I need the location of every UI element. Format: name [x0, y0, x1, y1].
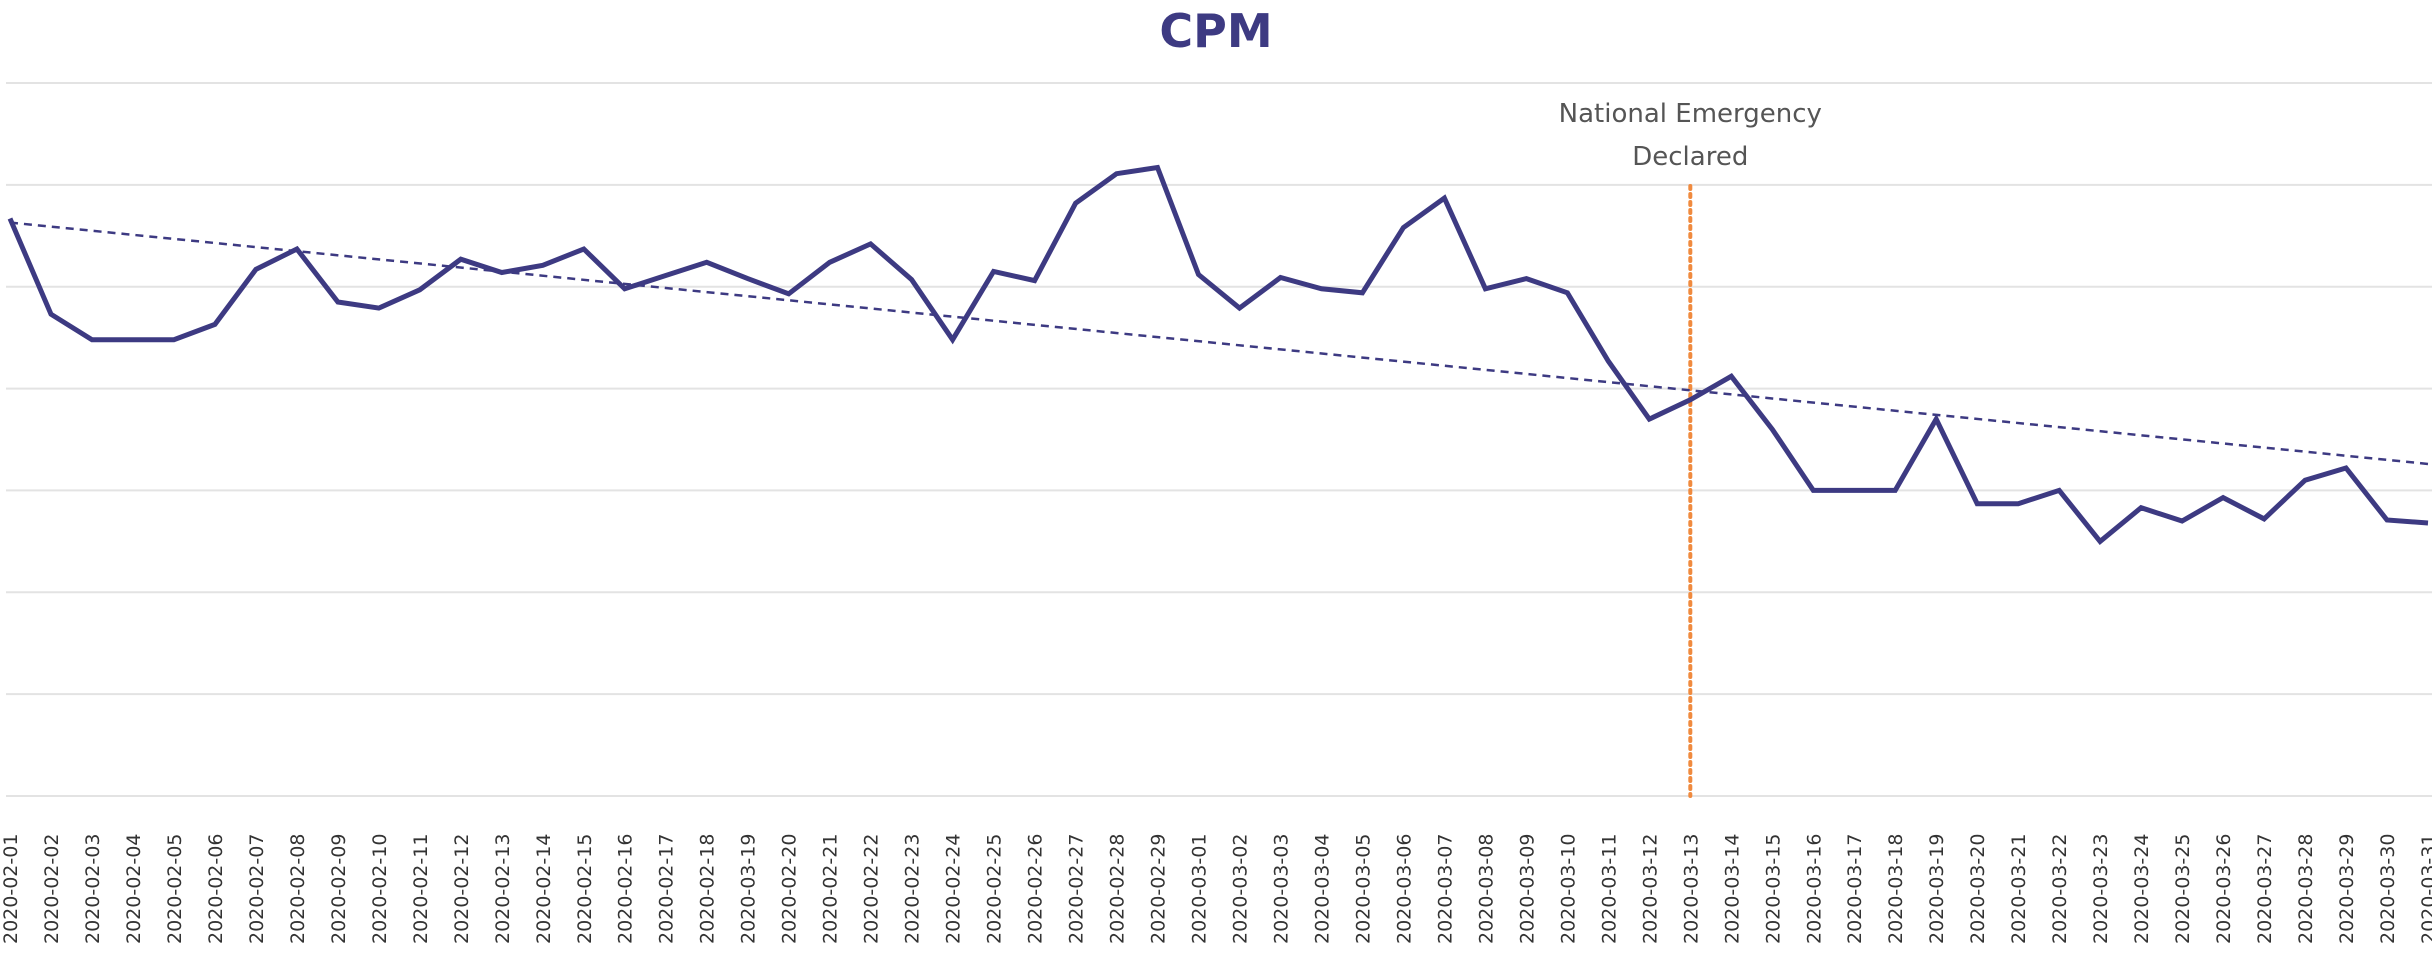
x-tick-label: 2020-03-14 [1721, 834, 1743, 944]
x-tick-label: 2020-03-01 [1189, 834, 1211, 944]
x-tick-label: 2020-02-23 [902, 834, 924, 944]
x-tick-label: 2020-03-08 [1475, 834, 1497, 944]
x-tick-label: 2020-03-20 [1967, 834, 1989, 944]
x-tick-label: 2020-02-28 [1107, 834, 1129, 944]
annotation-label-line2: Declared [1632, 142, 1748, 172]
x-tick-label: 2020-02-26 [1025, 834, 1047, 944]
x-tick-label: 2020-03-21 [2008, 834, 2030, 944]
x-tick-label: 2020-02-12 [451, 834, 473, 944]
x-tick-label: 2020-02-15 [574, 834, 596, 944]
x-tick-label: 2020-02-04 [123, 834, 145, 944]
x-tick-label: 2020-03-26 [2213, 834, 2235, 944]
x-tick-label: 2020-02-17 [656, 834, 678, 944]
x-tick-label: 2020-02-09 [328, 834, 350, 944]
x-tick-label: 2020-03-02 [1229, 834, 1251, 944]
x-tick-label: 2020-02-07 [246, 834, 268, 944]
x-tick-label: 2020-03-27 [2254, 834, 2276, 944]
series-line [7, 164, 2429, 545]
gridlines [6, 82, 2432, 797]
x-tick-label: 2020-03-13 [1680, 834, 1702, 944]
x-tick-label: 2020-02-10 [369, 834, 391, 944]
x-tick-label: 2020-02-05 [164, 834, 186, 944]
x-tick-label: 2020-03-03 [1270, 834, 1292, 944]
x-tick-label: 2020-02-16 [615, 834, 637, 944]
x-tick-label: 2020-03-04 [1311, 834, 1333, 944]
x-tick-label: 2020-02-20 [779, 834, 801, 944]
x-tick-label: 2020-02-27 [1066, 834, 1088, 944]
x-tick-label: 2020-02-21 [820, 834, 842, 944]
x-tick-label: 2020-02-18 [697, 834, 719, 944]
trendline [9, 221, 2429, 466]
x-tick-label: 2020-02-14 [533, 834, 555, 944]
x-tick-label: 2020-02-06 [205, 834, 227, 944]
x-tick-label: 2020-03-16 [1803, 834, 1825, 944]
x-tick-label: 2020-03-15 [1762, 834, 1784, 944]
x-tick-label: 2020-03-06 [1393, 834, 1415, 944]
chart-title: CPM [1159, 4, 1273, 58]
x-tick-label: 2020-02-01 [0, 834, 22, 944]
x-tick-label: 2020-02-03 [82, 834, 104, 944]
x-tick-label: 2020-03-19 [1926, 834, 1948, 944]
x-tick-label: 2020-03-17 [1844, 834, 1866, 944]
annotation-label-line1: National Emergency [1559, 99, 1822, 129]
x-tick-label: 2020-03-11 [1598, 834, 1620, 944]
x-tick-label: 2020-03-24 [2131, 834, 2153, 944]
x-tick-label: 2020-02-25 [984, 834, 1006, 944]
x-tick-label: 2020-03-23 [2090, 834, 2112, 944]
x-tick-label: 2020-02-13 [492, 834, 514, 944]
x-tick-label: 2020-03-07 [1434, 834, 1456, 944]
x-tick-label: 2020-03-12 [1639, 834, 1661, 944]
x-tick-label: 2020-02-02 [41, 834, 63, 944]
x-tick-label: 2020-03-19 [738, 834, 760, 944]
x-tick-label: 2020-02-08 [287, 834, 309, 944]
x-tick-label: 2020-03-29 [2336, 834, 2358, 944]
x-tick-label: 2020-02-29 [1148, 834, 1170, 944]
x-tick-label: 2020-03-09 [1516, 834, 1538, 944]
annotation: National Emergency Declared [1559, 99, 1822, 798]
x-tick-label: 2020-03-18 [1885, 834, 1907, 944]
x-tick-label: 2020-02-24 [943, 834, 965, 944]
x-tick-label: 2020-03-30 [2377, 834, 2399, 944]
x-tick-label: 2020-03-10 [1557, 834, 1579, 944]
x-tick-label: 2020-03-31 [2418, 834, 2432, 944]
x-tick-label: 2020-03-22 [2049, 834, 2071, 944]
x-tick-label: 2020-03-28 [2295, 834, 2317, 944]
x-tick-label: 2020-03-25 [2172, 834, 2194, 944]
x-tick-label: 2020-03-05 [1352, 834, 1374, 944]
x-tick-label: 2020-02-11 [410, 834, 432, 944]
x-tick-label: 2020-02-22 [861, 834, 883, 944]
x-axis-tick-labels: 2020-02-01 2020-02-02 2020-02-03 2020-02-04… [0, 834, 2432, 944]
